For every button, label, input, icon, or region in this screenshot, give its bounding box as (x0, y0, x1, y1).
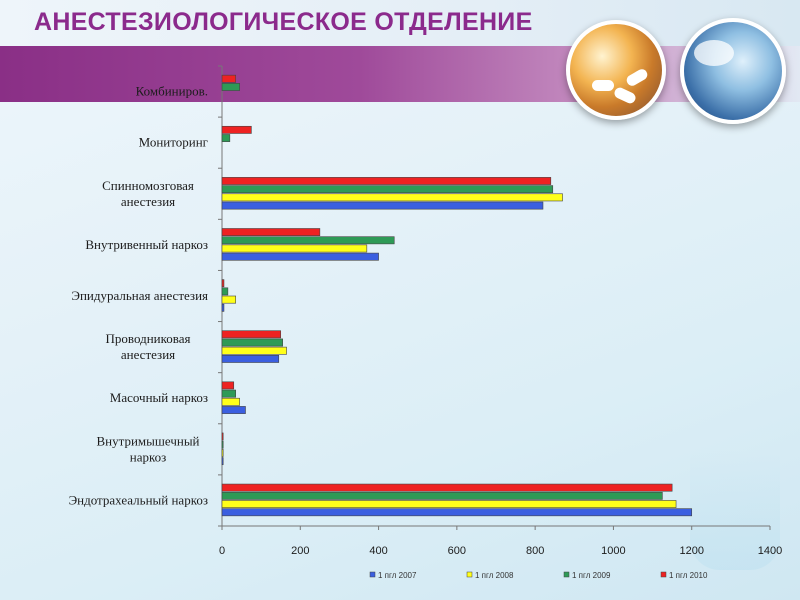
surgeon-photo (680, 18, 786, 124)
category-label: Мониторинг (139, 135, 208, 150)
bar-1-пгл-2009 (221, 491, 663, 500)
category-label: Внутримышечный (96, 433, 199, 448)
surgical-lamp-shape (694, 40, 734, 66)
bar-1-пгл-2008 (221, 500, 677, 508)
accent-band (0, 46, 800, 102)
x-tick-label: 1200 (679, 545, 703, 557)
x-tick-label: 400 (369, 545, 387, 557)
bar-1-пгл-2007 (221, 508, 693, 517)
bar-1-пгл-2010 (221, 228, 321, 236)
bar-1-пгл-2009 (221, 236, 395, 245)
bar-1-пгл-2008 (221, 449, 224, 457)
legend-swatch (563, 571, 570, 578)
bar-1-пгл-2010 (221, 125, 252, 134)
legend-swatch (369, 571, 376, 578)
category-label: анестезия (121, 347, 175, 362)
bar-1-пгл-2010 (221, 279, 225, 288)
bar-1-пгл-2008 (221, 397, 240, 406)
legend-swatch (466, 571, 473, 578)
pill-shape (592, 80, 614, 91)
bar-1-пгл-2009 (221, 338, 283, 347)
page-title: АНЕСТЕЗИОЛОГИЧЕСКОЕ ОТДЕЛЕНИЕ (34, 8, 533, 36)
bar-1-пгл-2008 (221, 193, 563, 202)
legend-swatch (660, 571, 667, 578)
bar-1-пгл-2009 (221, 389, 236, 398)
category-label: анестезия (121, 194, 175, 209)
bar-1-пгл-2007 (221, 355, 280, 363)
bar-1-пгл-2008 (221, 295, 236, 304)
x-tick-label: 600 (448, 545, 466, 557)
bar-1-пгл-2010 (221, 330, 282, 339)
legend-label: 1 пгл 2008 (475, 571, 514, 580)
bar-1-пгл-2009 (221, 287, 229, 296)
bar-1-пгл-2010 (221, 74, 236, 83)
x-tick-label: 1000 (601, 545, 625, 557)
bar-1-пгл-2007 (221, 303, 225, 312)
x-tick-label: 0 (219, 545, 225, 557)
bar-1-пгл-2010 (221, 177, 552, 185)
bar-1-пгл-2009 (221, 134, 231, 142)
decorative-glassware (690, 450, 780, 570)
category-label: Комбиниров. (136, 84, 208, 99)
category-label: Масочный наркоз (110, 390, 208, 405)
bar-1-пгл-2008 (221, 346, 287, 355)
bar-1-пгл-2007 (221, 252, 379, 261)
bar-1-пгл-2007 (221, 457, 224, 466)
bar-1-пгл-2009 (221, 185, 554, 194)
bar-1-пгл-2007 (221, 201, 544, 210)
legend-label: 1 пгл 2009 (572, 571, 611, 580)
x-tick-label: 800 (526, 545, 544, 557)
bar-1-пгл-2010 (221, 483, 673, 492)
category-label: Спинномозговая (102, 178, 194, 193)
category-label: Проводниковая (106, 331, 191, 346)
legend-label: 1 пгл 2010 (669, 571, 708, 580)
x-tick-label: 200 (291, 545, 309, 557)
bar-1-пгл-2009 (221, 83, 240, 91)
category-label: Эпидуральная анестезия (71, 288, 208, 303)
x-tick-label: 1400 (758, 545, 782, 557)
header-band (0, 0, 800, 46)
category-label: Внутривенный наркоз (85, 237, 208, 252)
bar-1-пгл-2010 (221, 381, 235, 390)
bar-1-пгл-2007 (221, 406, 246, 414)
legend-label: 1 пгл 2007 (378, 571, 417, 580)
category-label: наркоз (130, 449, 167, 464)
bar-1-пгл-2010 (221, 432, 224, 441)
bar-1-пгл-2009 (221, 440, 224, 449)
category-label: Эндотрахеальный наркоз (69, 492, 208, 507)
bar-1-пгл-2008 (221, 244, 368, 253)
pills-photo (566, 20, 666, 120)
